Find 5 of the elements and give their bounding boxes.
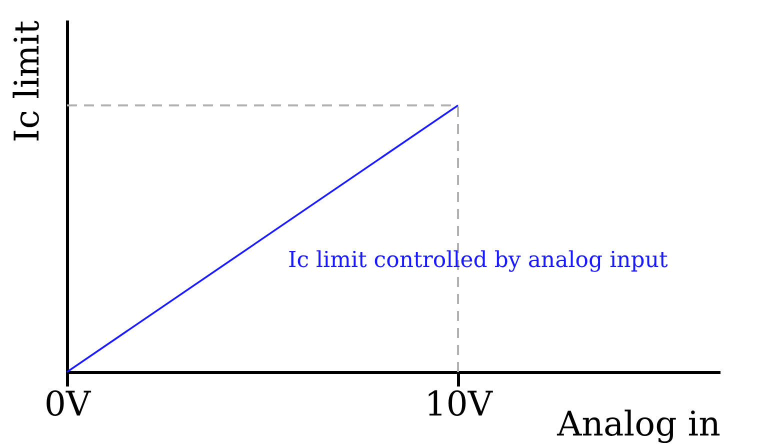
x-axis-title: Analog in: [556, 404, 720, 444]
y-axis-title: Ic limit: [8, 20, 48, 142]
annotation: Ic limit controlled by analog input: [288, 248, 668, 273]
x-tick-label: 10V: [424, 384, 494, 424]
x-tick-label: 0V: [44, 384, 92, 424]
